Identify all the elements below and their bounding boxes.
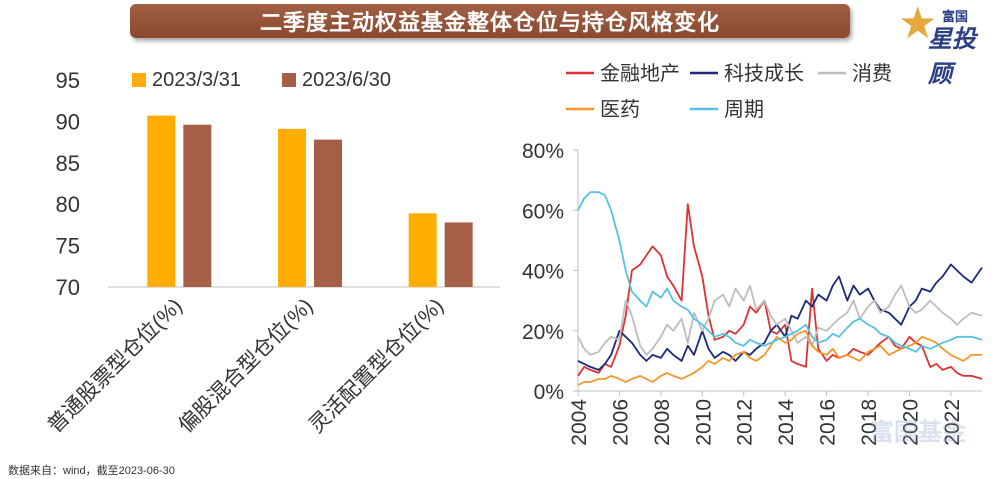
bar-ytick-label: 70 bbox=[56, 275, 80, 300]
line-xtick-label: 2004 bbox=[568, 399, 591, 446]
line-ytick-label: 60% bbox=[522, 200, 564, 223]
line-xtick-label: 2012 bbox=[734, 399, 757, 446]
page-title: 二季度主动权益基金整体仓位与持仓风格变化 bbox=[259, 10, 720, 35]
bar-legend-label: 2023/3/31 bbox=[152, 69, 241, 91]
bar-ytick-label: 80 bbox=[56, 192, 80, 217]
bar-legend-swatch bbox=[282, 73, 296, 87]
line-ytick-label: 80% bbox=[522, 140, 564, 163]
line-xtick-label: 2014 bbox=[775, 399, 798, 446]
bar-ytick-label: 95 bbox=[56, 68, 80, 93]
logo-big-text: 星投顾 bbox=[928, 26, 976, 88]
line-ytick-label: 0% bbox=[534, 381, 564, 404]
bar-2023-03-31-2 bbox=[278, 128, 306, 287]
bar-category-label: 偏股混合型仓位(%) bbox=[174, 294, 317, 437]
bar-2023-03-31-1 bbox=[147, 115, 176, 287]
bar-ytick-label: 90 bbox=[56, 109, 80, 134]
bar-category-label: 普通股票型仓位(%) bbox=[44, 294, 187, 437]
bar-2023-03-31-3 bbox=[408, 213, 437, 287]
brand-logo: ★ 富国 星投顾 bbox=[898, 0, 998, 89]
line-ytick-label: 20% bbox=[522, 321, 564, 344]
series-line-cyclical bbox=[577, 191, 983, 353]
bar-2023-06-30-1 bbox=[183, 124, 212, 287]
line-legend-label: 消费 bbox=[852, 62, 892, 85]
series-line-consumption bbox=[577, 284, 983, 356]
line-ytick-label: 40% bbox=[522, 261, 564, 284]
watermark: 富国基金 bbox=[870, 419, 966, 446]
line-legend-label: 金融地产 bbox=[600, 62, 680, 85]
line-xtick-label: 2010 bbox=[692, 399, 715, 446]
bar-category-label: 灵活配置型仓位(%) bbox=[305, 294, 448, 437]
line-legend-label: 周期 bbox=[724, 99, 764, 121]
logo-small-text: 富国 bbox=[942, 9, 969, 24]
series-line-financial-real-estate bbox=[577, 203, 983, 380]
bar-legend-label: 2023/6/30 bbox=[302, 69, 391, 91]
series-line-tech-growth bbox=[577, 263, 983, 371]
line-xtick-label: 2016 bbox=[817, 399, 840, 446]
series-line-medicine bbox=[577, 329, 982, 386]
bar-ytick-label: 75 bbox=[56, 234, 80, 259]
line-xtick-label: 2008 bbox=[651, 399, 674, 446]
bar-legend-swatch bbox=[132, 73, 146, 87]
line-legend-label: 科技成长 bbox=[724, 62, 804, 85]
line-xtick-label: 2020 bbox=[899, 399, 922, 446]
line-xtick-label: 2018 bbox=[858, 399, 881, 446]
title-banner: 二季度主动权益基金整体仓位与持仓风格变化 bbox=[130, 4, 850, 38]
bar-2023-06-30-2 bbox=[314, 139, 342, 287]
line-xtick-label: 2006 bbox=[609, 399, 632, 446]
bar-ytick-label: 85 bbox=[56, 151, 80, 176]
bar-2023-06-30-3 bbox=[444, 222, 473, 287]
line-legend-label: 医药 bbox=[600, 98, 640, 121]
source-note: 数据来自：wind，截至2023-06-30 bbox=[8, 465, 175, 477]
line-xtick-label: 2022 bbox=[941, 399, 964, 446]
star-icon: ★ bbox=[898, 0, 938, 48]
